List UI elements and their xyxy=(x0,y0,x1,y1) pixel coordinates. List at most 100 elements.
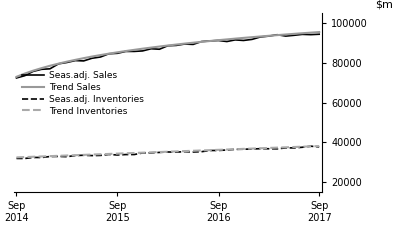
Seas.adj. Inventories xyxy=(258,147,263,150)
Seas.adj. Inventories xyxy=(241,148,246,151)
Seas.adj. Inventories xyxy=(14,157,19,160)
Line: Seas.adj. Sales: Seas.adj. Sales xyxy=(17,34,319,78)
Seas.adj. Inventories xyxy=(22,157,27,160)
Seas.adj. Inventories xyxy=(64,155,69,158)
Trend Sales xyxy=(216,39,221,42)
Seas.adj. Inventories xyxy=(266,147,271,150)
Trend Sales xyxy=(241,37,246,39)
Seas.adj. Inventories xyxy=(174,151,179,153)
Seas.adj. Inventories xyxy=(98,154,103,157)
Seas.adj. Sales xyxy=(140,49,145,52)
Seas.adj. Sales xyxy=(208,39,212,42)
Seas.adj. Inventories xyxy=(140,152,145,154)
Seas.adj. Sales xyxy=(165,44,170,47)
Trend Inventories xyxy=(191,149,195,152)
Seas.adj. Sales xyxy=(106,52,111,55)
Trend Sales xyxy=(31,69,35,72)
Trend Sales xyxy=(64,60,69,63)
Trend Inventories xyxy=(81,153,86,156)
Trend Sales xyxy=(258,35,263,38)
Seas.adj. Inventories xyxy=(39,156,44,159)
Trend Sales xyxy=(199,40,204,43)
Seas.adj. Sales xyxy=(308,33,313,36)
Seas.adj. Inventories xyxy=(149,151,154,154)
Trend Inventories xyxy=(157,151,162,153)
Trend Sales xyxy=(165,44,170,47)
Seas.adj. Sales xyxy=(199,40,204,43)
Trend Inventories xyxy=(123,152,128,155)
Trend Inventories xyxy=(224,148,229,151)
Line: Seas.adj. Inventories: Seas.adj. Inventories xyxy=(17,146,319,158)
Trend Inventories xyxy=(22,156,27,158)
Trend Inventories xyxy=(216,148,221,151)
Seas.adj. Sales xyxy=(224,40,229,43)
Trend Sales xyxy=(224,38,229,41)
Seas.adj. Sales xyxy=(56,62,61,65)
Seas.adj. Inventories xyxy=(73,154,78,157)
Seas.adj. Sales xyxy=(157,48,162,51)
Trend Inventories xyxy=(56,154,61,157)
Trend Sales xyxy=(275,34,279,37)
Seas.adj. Inventories xyxy=(115,154,120,156)
Y-axis label: $m: $m xyxy=(375,0,393,10)
Seas.adj. Sales xyxy=(216,39,221,42)
Seas.adj. Sales xyxy=(283,35,288,37)
Seas.adj. Inventories xyxy=(165,151,170,153)
Seas.adj. Sales xyxy=(149,47,154,50)
Seas.adj. Inventories xyxy=(199,150,204,153)
Seas.adj. Inventories xyxy=(292,147,297,149)
Seas.adj. Inventories xyxy=(191,151,195,153)
Trend Inventories xyxy=(266,147,271,149)
Line: Trend Sales: Trend Sales xyxy=(17,32,319,77)
Seas.adj. Inventories xyxy=(308,145,313,148)
Trend Inventories xyxy=(292,146,297,148)
Trend Inventories xyxy=(132,152,137,154)
Seas.adj. Sales xyxy=(182,43,187,45)
Trend Sales xyxy=(149,46,154,49)
Trend Sales xyxy=(140,47,145,50)
Seas.adj. Sales xyxy=(275,33,279,36)
Seas.adj. Sales xyxy=(123,50,128,53)
Trend Inventories xyxy=(258,147,263,150)
Trend Inventories xyxy=(182,150,187,153)
Seas.adj. Sales xyxy=(317,33,322,36)
Trend Inventories xyxy=(140,151,145,154)
Seas.adj. Sales xyxy=(115,52,120,55)
Trend Inventories xyxy=(64,154,69,157)
Seas.adj. Inventories xyxy=(48,155,52,158)
Trend Inventories xyxy=(283,146,288,149)
Seas.adj. Sales xyxy=(73,59,78,62)
Line: Trend Inventories: Trend Inventories xyxy=(17,146,319,157)
Seas.adj. Sales xyxy=(98,56,103,58)
Legend: Seas.adj. Sales, Trend Sales, Seas.adj. Inventories, Trend Inventories: Seas.adj. Sales, Trend Sales, Seas.adj. … xyxy=(18,68,147,119)
Trend Inventories xyxy=(308,145,313,148)
Trend Sales xyxy=(191,41,195,44)
Trend Inventories xyxy=(31,155,35,158)
Trend Sales xyxy=(48,64,52,67)
Trend Sales xyxy=(250,36,254,39)
Seas.adj. Sales xyxy=(22,74,27,77)
Trend Sales xyxy=(308,31,313,34)
Seas.adj. Sales xyxy=(39,68,44,71)
Trend Sales xyxy=(22,72,27,75)
Seas.adj. Sales xyxy=(258,36,263,38)
Seas.adj. Inventories xyxy=(233,148,237,151)
Trend Sales xyxy=(56,62,61,65)
Seas.adj. Inventories xyxy=(31,156,35,159)
Trend Sales xyxy=(115,51,120,54)
Trend Sales xyxy=(132,49,137,51)
Seas.adj. Sales xyxy=(48,67,52,70)
Trend Inventories xyxy=(174,150,179,153)
Seas.adj. Inventories xyxy=(81,154,86,157)
Seas.adj. Sales xyxy=(90,57,94,60)
Trend Inventories xyxy=(199,149,204,152)
Trend Inventories xyxy=(14,156,19,159)
Seas.adj. Inventories xyxy=(157,151,162,154)
Trend Sales xyxy=(266,35,271,37)
Trend Inventories xyxy=(165,150,170,153)
Trend Sales xyxy=(317,31,322,33)
Seas.adj. Sales xyxy=(241,39,246,42)
Trend Sales xyxy=(123,50,128,52)
Trend Sales xyxy=(98,54,103,57)
Trend Sales xyxy=(182,42,187,45)
